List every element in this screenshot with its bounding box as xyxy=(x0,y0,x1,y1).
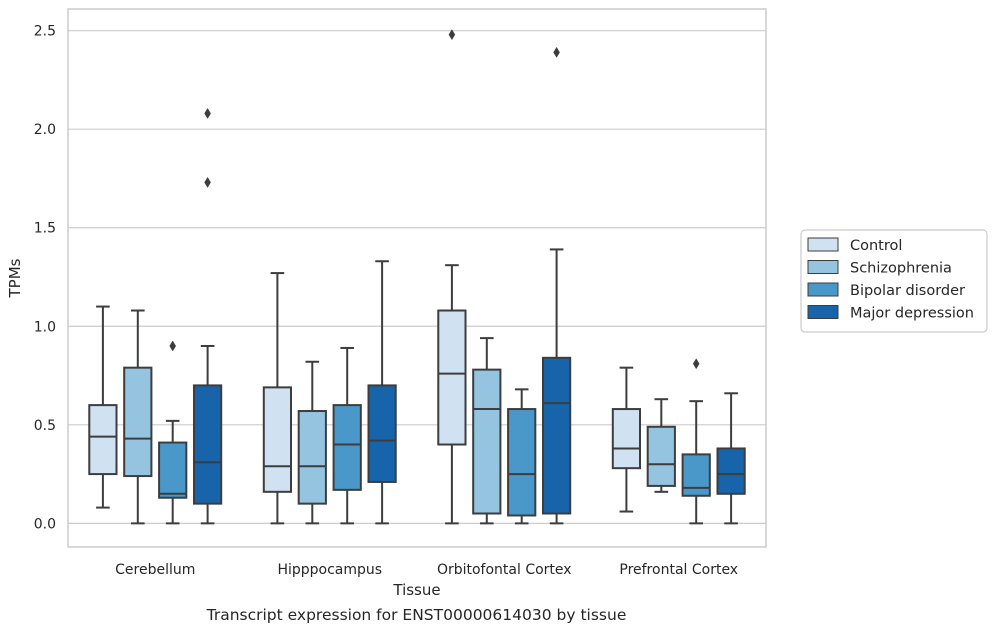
y-tick-label: 1.0 xyxy=(34,319,56,335)
legend: Control Schizophrenia Bipolar disorder Majo… xyxy=(800,229,988,333)
x-tick-label: Prefrontal Cortex xyxy=(619,562,738,578)
iqr-box xyxy=(88,404,118,476)
iqr-box xyxy=(437,309,467,446)
legend-label: Bipolar disorder xyxy=(850,283,965,299)
box-schizophrenia xyxy=(123,309,153,525)
y-axis-label: TPMs xyxy=(6,258,24,298)
iqr-box xyxy=(297,410,327,505)
x-axis-label: Tissue xyxy=(392,581,440,599)
box-major-depression xyxy=(192,107,223,525)
y-tick-label: 0.5 xyxy=(34,418,56,434)
plot-frame xyxy=(67,8,767,548)
outlier-point xyxy=(448,29,456,41)
box-schizophrenia xyxy=(297,360,327,525)
box-schizophrenia xyxy=(472,337,502,525)
box-major-depression xyxy=(716,392,746,525)
iqr-box xyxy=(681,453,711,497)
y-tick-label: 0.0 xyxy=(34,516,56,532)
outlier-point xyxy=(553,46,560,58)
legend-frame xyxy=(800,229,988,333)
chart-caption: Transcript expression for ENST0000061403… xyxy=(206,606,627,624)
iqr-box xyxy=(611,408,642,470)
iqr-box xyxy=(646,425,676,487)
outlier-point xyxy=(169,340,176,352)
iqr-box xyxy=(367,384,397,483)
iqr-box xyxy=(541,356,572,515)
legend-label: Control xyxy=(850,238,902,254)
legend-swatch xyxy=(807,305,839,319)
legend-swatch xyxy=(807,260,839,274)
box-control xyxy=(611,366,642,513)
iqr-box xyxy=(123,366,153,478)
iqr-box xyxy=(507,408,537,517)
y-tick-label: 2.0 xyxy=(34,122,56,138)
box-bipolar-disorder xyxy=(332,346,362,525)
x-tick-label: Cerebellum xyxy=(115,562,195,578)
iqr-box xyxy=(192,384,223,505)
box-major-depression xyxy=(367,260,397,525)
box-schizophrenia xyxy=(646,398,676,493)
iqr-box xyxy=(472,368,502,515)
box-bipolar-disorder xyxy=(158,340,188,525)
box-major-depression xyxy=(541,46,572,525)
outlier-point xyxy=(204,176,211,188)
iqr-box xyxy=(158,441,188,499)
box-control xyxy=(437,29,467,525)
outlier-point xyxy=(692,358,700,370)
outlier-point xyxy=(204,107,211,119)
legend-swatch xyxy=(807,237,839,252)
box-bipolar-disorder xyxy=(681,358,711,525)
x-tick-label: Hipppocampus xyxy=(277,562,382,578)
iqr-box xyxy=(332,404,362,491)
iqr-box xyxy=(716,447,746,495)
box-control xyxy=(88,305,118,509)
legend-label: Schizophrenia xyxy=(850,261,952,277)
y-tick-label: 2.5 xyxy=(34,24,56,40)
y-tick-label: 1.5 xyxy=(34,221,56,237)
legend-swatch xyxy=(807,282,839,297)
iqr-box xyxy=(262,386,293,493)
box-control xyxy=(262,272,293,525)
legend-label: Major depression xyxy=(850,306,974,322)
box-bipolar-disorder xyxy=(507,388,537,525)
x-tick-label: Orbitofontal Cortex xyxy=(437,562,572,578)
